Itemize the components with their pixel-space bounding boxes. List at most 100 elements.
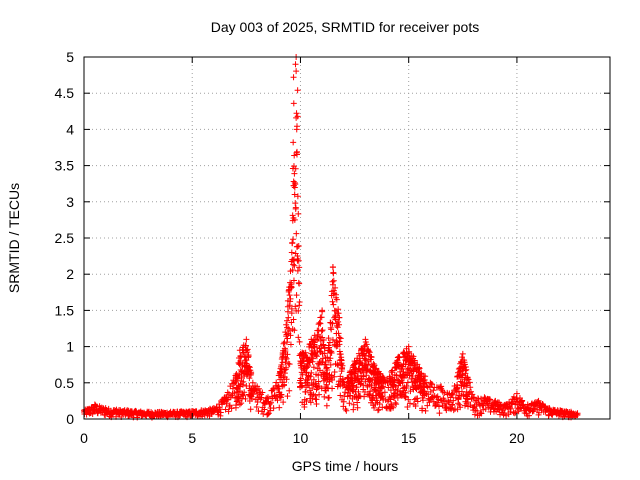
x-tick-label: 0: [80, 430, 88, 446]
data-point: [323, 381, 330, 388]
chart-title: Day 003 of 2025, SRMTID for receiver pot…: [211, 19, 479, 35]
data-point: [318, 314, 325, 321]
data-point: [264, 394, 271, 401]
data-point: [317, 320, 324, 327]
data-point: [331, 369, 338, 376]
data-point: [380, 395, 387, 402]
data-point: [534, 406, 541, 413]
data-point: [326, 394, 333, 401]
data-point: [367, 388, 374, 395]
data-point: [465, 376, 472, 383]
data-point: [288, 319, 295, 326]
data-point: [238, 400, 245, 407]
data-point: [368, 382, 375, 389]
data-point: [358, 347, 365, 354]
data-point: [327, 361, 334, 368]
data-point: [293, 110, 300, 117]
data-point: [546, 405, 553, 412]
data-point: [273, 379, 280, 386]
data-point: [438, 383, 445, 390]
data-point: [406, 348, 413, 355]
y-tick-label: 1: [66, 339, 74, 355]
data-point: [392, 383, 399, 390]
data-point: [364, 361, 371, 368]
data-point: [321, 350, 328, 357]
data-point: [329, 281, 336, 288]
data-point: [329, 377, 336, 384]
data-point: [362, 336, 369, 343]
data-point: [335, 321, 342, 328]
data-point: [535, 397, 542, 404]
data-point: [524, 401, 531, 408]
data-point: [217, 409, 224, 416]
data-point: [394, 376, 401, 383]
data-point: [387, 387, 394, 394]
data-point: [402, 389, 409, 396]
data-point: [290, 100, 297, 107]
data-point: [469, 391, 476, 398]
data-point: [276, 404, 283, 411]
data-point: [266, 401, 273, 408]
data-point: [247, 406, 254, 413]
data-point: [468, 388, 475, 395]
data-point: [329, 336, 336, 343]
data-point: [310, 376, 317, 383]
data-point: [299, 371, 306, 378]
data-point: [293, 292, 300, 299]
grid: [84, 57, 610, 419]
data-point: [389, 369, 396, 376]
data-point: [536, 409, 543, 416]
data-point: [405, 396, 412, 403]
data-point: [282, 329, 289, 336]
data-point: [231, 380, 238, 387]
data-point: [236, 347, 243, 354]
data-point: [574, 410, 581, 417]
data-point: [293, 230, 300, 237]
data-point: [393, 401, 400, 408]
data-point: [332, 284, 339, 291]
data-point: [301, 404, 308, 411]
data-point: [459, 350, 466, 357]
data-point: [286, 387, 293, 394]
data-point: [284, 308, 291, 315]
data-point: [368, 354, 375, 361]
x-tick-label: 10: [293, 430, 309, 446]
data-point: [507, 405, 514, 412]
data-point: [399, 363, 406, 370]
data-point: [406, 367, 413, 374]
data-point: [513, 390, 520, 397]
data-point: [354, 404, 361, 411]
data-point: [557, 407, 564, 414]
data-point: [292, 204, 299, 211]
data-point: [330, 270, 337, 277]
data-point: [336, 348, 343, 355]
data-point: [337, 392, 344, 399]
data-point: [340, 379, 347, 386]
data-point: [222, 406, 229, 413]
data-point: [355, 388, 362, 395]
data-point: [407, 388, 414, 395]
data-point: [397, 388, 404, 395]
data-point: [295, 210, 302, 217]
data-point: [307, 373, 314, 380]
data-point: [423, 382, 430, 389]
data-point: [291, 256, 298, 263]
data-point: [289, 239, 296, 246]
data-point: [265, 410, 272, 417]
data-point: [321, 345, 328, 352]
data-point: [289, 266, 296, 273]
data-point: [302, 349, 309, 356]
data-point: [501, 409, 508, 416]
data-point: [463, 366, 470, 373]
data-point: [216, 406, 223, 413]
data-point: [432, 402, 439, 409]
data-point: [411, 396, 418, 403]
data-point: [244, 346, 251, 353]
data-point: [337, 335, 344, 342]
data-point: [224, 396, 231, 403]
data-point: [292, 61, 299, 68]
data-point: [406, 400, 413, 407]
data-point: [366, 349, 373, 356]
data-point: [315, 372, 322, 379]
data-point: [404, 366, 411, 373]
